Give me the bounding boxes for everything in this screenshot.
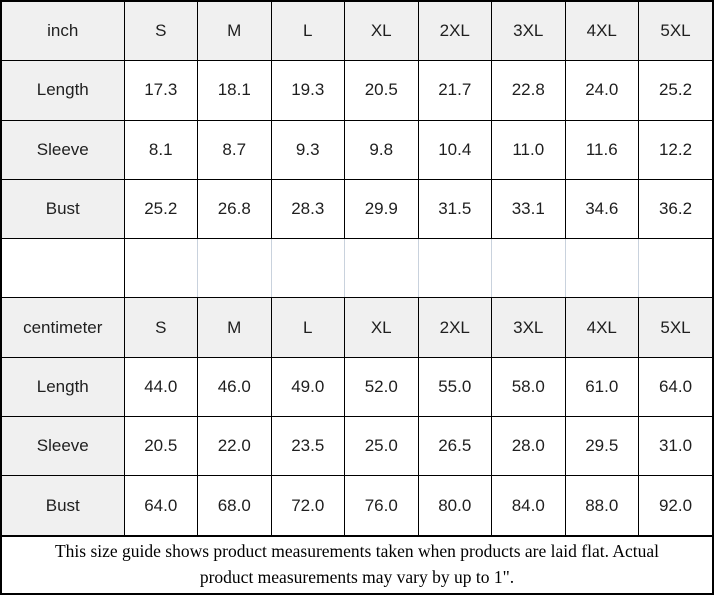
measurement-value: 25.2 bbox=[638, 60, 713, 121]
measurement-value: 11.6 bbox=[564, 119, 639, 180]
measurement-value: 88.0 bbox=[564, 475, 639, 536]
measurement-value: 28.0 bbox=[491, 416, 566, 477]
size-header-3xl: 3XL bbox=[491, 297, 566, 358]
measurement-value: 64.0 bbox=[638, 356, 713, 418]
table-row-sleeve-inch: Sleeve 8.1 8.7 9.3 9.8 10.4 11.0 11.6 12… bbox=[1, 119, 713, 180]
row-label: Length bbox=[1, 356, 125, 418]
spacer-cell bbox=[344, 238, 419, 299]
measurement-value: 18.1 bbox=[197, 60, 272, 121]
measurement-value: 28.3 bbox=[270, 178, 345, 240]
measurement-value: 84.0 bbox=[491, 475, 566, 536]
measurement-value: 10.4 bbox=[417, 119, 492, 180]
measurement-value: 64.0 bbox=[123, 475, 198, 536]
measurement-value: 26.8 bbox=[197, 178, 272, 240]
measurement-value: 29.9 bbox=[344, 178, 419, 240]
spacer-cell bbox=[491, 238, 566, 299]
measurement-value: 55.0 bbox=[417, 356, 492, 418]
table-row-sleeve-cm: Sleeve 20.5 22.0 23.5 25.0 26.5 28.0 29.… bbox=[1, 416, 713, 477]
size-guide-note-text: This size guide shows product measuremen… bbox=[54, 541, 660, 587]
measurement-value: 49.0 bbox=[270, 356, 345, 418]
measurement-value: 31.5 bbox=[417, 178, 492, 240]
spacer-cell bbox=[123, 238, 198, 299]
measurement-value: 33.1 bbox=[491, 178, 566, 240]
size-header-4xl: 4XL bbox=[564, 297, 639, 358]
measurement-value: 21.7 bbox=[417, 60, 492, 121]
measurement-value: 19.3 bbox=[270, 60, 345, 121]
spacer-cell bbox=[270, 238, 345, 299]
size-header-xl: XL bbox=[344, 1, 419, 62]
spacer-cell bbox=[417, 238, 492, 299]
measurement-value: 26.5 bbox=[417, 416, 492, 477]
measurement-value: 72.0 bbox=[270, 475, 345, 536]
unit-label-inch: inch bbox=[1, 1, 125, 62]
measurement-value: 20.5 bbox=[344, 60, 419, 121]
measurement-value: 68.0 bbox=[197, 475, 272, 536]
size-header-l: L bbox=[270, 1, 345, 62]
size-header-2xl: 2XL bbox=[417, 1, 492, 62]
row-label: Sleeve bbox=[1, 416, 125, 477]
size-header-3xl: 3XL bbox=[491, 1, 566, 62]
size-guide-note: This size guide shows product measuremen… bbox=[2, 534, 712, 593]
size-chart-table: inch S M L XL 2XL 3XL 4XL 5XL Length 17.… bbox=[1, 1, 713, 536]
measurement-value: 25.0 bbox=[344, 416, 419, 477]
spacer-row bbox=[1, 238, 713, 299]
size-header-l: L bbox=[270, 297, 345, 358]
size-header-m: M bbox=[197, 297, 272, 358]
centimeter-header-row: centimeter S M L XL 2XL 3XL 4XL 5XL bbox=[1, 297, 713, 358]
measurement-value: 31.0 bbox=[638, 416, 713, 477]
table-row-length-cm: Length 44.0 46.0 49.0 52.0 55.0 58.0 61.… bbox=[1, 356, 713, 418]
table-row-bust-inch: Bust 25.2 26.8 28.3 29.9 31.5 33.1 34.6 … bbox=[1, 178, 713, 240]
measurement-value: 22.8 bbox=[491, 60, 566, 121]
measurement-value: 22.0 bbox=[197, 416, 272, 477]
measurement-value: 23.5 bbox=[270, 416, 345, 477]
measurement-value: 17.3 bbox=[123, 60, 198, 121]
measurement-value: 24.0 bbox=[564, 60, 639, 121]
size-header-2xl: 2XL bbox=[417, 297, 492, 358]
table-row-bust-cm: Bust 64.0 68.0 72.0 76.0 80.0 84.0 88.0 … bbox=[1, 475, 713, 536]
size-header-5xl: 5XL bbox=[638, 297, 713, 358]
row-label: Bust bbox=[1, 178, 125, 240]
measurement-value: 61.0 bbox=[564, 356, 639, 418]
spacer-cell bbox=[638, 238, 713, 299]
measurement-value: 20.5 bbox=[123, 416, 198, 477]
measurement-value: 34.6 bbox=[564, 178, 639, 240]
size-header-5xl: 5XL bbox=[638, 1, 713, 62]
inch-header-row: inch S M L XL 2XL 3XL 4XL 5XL bbox=[1, 1, 713, 62]
measurement-value: 9.3 bbox=[270, 119, 345, 180]
measurement-value: 8.7 bbox=[197, 119, 272, 180]
measurement-value: 25.2 bbox=[123, 178, 198, 240]
measurement-value: 12.2 bbox=[638, 119, 713, 180]
row-label: Sleeve bbox=[1, 119, 125, 180]
measurement-value: 52.0 bbox=[344, 356, 419, 418]
measurement-value: 36.2 bbox=[638, 178, 713, 240]
measurement-value: 44.0 bbox=[123, 356, 198, 418]
measurement-value: 46.0 bbox=[197, 356, 272, 418]
size-header-m: M bbox=[197, 1, 272, 62]
size-header-s: S bbox=[123, 1, 198, 62]
measurement-value: 29.5 bbox=[564, 416, 639, 477]
measurement-value: 58.0 bbox=[491, 356, 566, 418]
table-row-length-inch: Length 17.3 18.1 19.3 20.5 21.7 22.8 24.… bbox=[1, 60, 713, 121]
spacer-cell bbox=[564, 238, 639, 299]
measurement-value: 9.8 bbox=[344, 119, 419, 180]
measurement-value: 76.0 bbox=[344, 475, 419, 536]
row-label: Bust bbox=[1, 475, 125, 536]
measurement-value: 80.0 bbox=[417, 475, 492, 536]
size-header-s: S bbox=[123, 297, 198, 358]
size-header-4xl: 4XL bbox=[564, 1, 639, 62]
measurement-value: 11.0 bbox=[491, 119, 566, 180]
row-label: Length bbox=[1, 60, 125, 121]
unit-label-centimeter: centimeter bbox=[1, 297, 125, 358]
spacer-cell bbox=[197, 238, 272, 299]
measurement-value: 92.0 bbox=[638, 475, 713, 536]
spacer-cell bbox=[1, 238, 125, 299]
size-header-xl: XL bbox=[344, 297, 419, 358]
measurement-value: 8.1 bbox=[123, 119, 198, 180]
